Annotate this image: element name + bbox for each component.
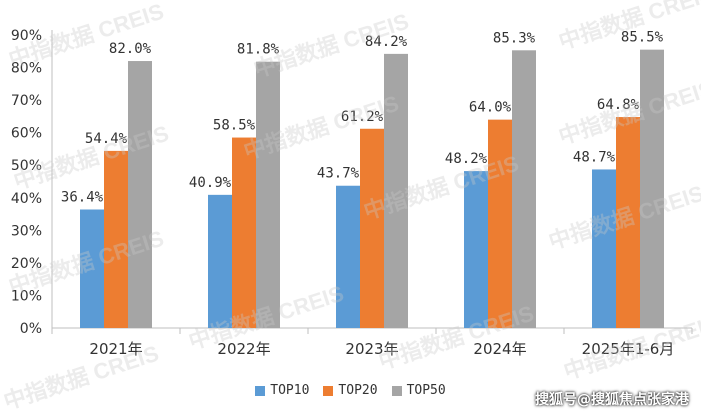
legend-label-top10: TOP10	[270, 383, 310, 398]
bar-top50-3	[512, 50, 536, 328]
data-label-top10-3: 48.2%	[445, 151, 488, 167]
data-label-top20-0: 54.4%	[85, 131, 128, 147]
x-tick-label: 2024年	[473, 340, 526, 358]
legend-label-top50: TOP50	[406, 383, 446, 398]
legend-swatch-top20	[323, 385, 334, 396]
y-tick-label: 70%	[11, 93, 42, 109]
bar-top20-3	[488, 119, 512, 329]
y-tick-label: 40%	[11, 191, 42, 207]
x-tick-label: 2023年	[345, 340, 398, 358]
source-credit: 搜狐号@搜狐焦点张家港	[535, 392, 689, 408]
legend-item-top20: TOP20	[323, 383, 378, 398]
bar-top10-2	[336, 185, 360, 328]
data-label-top50-3: 85.3%	[493, 30, 536, 46]
y-tick-label: 50%	[11, 158, 42, 174]
data-label-top20-2: 61.2%	[341, 109, 384, 125]
legend-swatch-top50	[391, 385, 402, 396]
data-label-top50-0: 82.0%	[109, 41, 152, 57]
y-tick-label: 10%	[11, 288, 42, 304]
y-tick-label: 30%	[11, 223, 42, 239]
legend-item-top50: TOP50	[391, 383, 446, 398]
bar-top20-2	[360, 128, 384, 328]
data-label-top50-4: 85.5%	[621, 30, 664, 46]
bar-top10-1	[208, 194, 232, 328]
y-tick-label: 80%	[11, 61, 42, 77]
y-tick-label: 0%	[20, 321, 42, 337]
legend-label-top20: TOP20	[338, 383, 378, 398]
data-label-top50-1: 81.8%	[237, 42, 280, 58]
bar-top50-2	[384, 53, 408, 328]
legend-swatch-top10	[255, 385, 266, 396]
y-tick-label: 20%	[11, 256, 42, 272]
bar-top50-1	[256, 61, 280, 328]
bar-top10-0	[80, 209, 104, 328]
legend-item-top10: TOP10	[255, 383, 309, 398]
bar-top10-3	[464, 171, 488, 328]
bar-top20-4	[616, 117, 640, 328]
bar-top50-0	[128, 61, 152, 329]
bar-top20-1	[232, 137, 256, 328]
y-tick-label: 90%	[11, 28, 42, 44]
y-tick-label: 60%	[11, 126, 42, 142]
data-label-top20-3: 64.0%	[469, 100, 512, 116]
x-tick-label: 2021年	[89, 340, 142, 358]
data-label-top10-0: 36.4%	[61, 189, 104, 205]
data-label-top50-2: 84.2%	[365, 34, 408, 50]
data-label-top20-4: 64.8%	[597, 97, 640, 113]
legend: TOP10 TOP20 TOP50	[0, 383, 701, 398]
bar-top10-4	[592, 169, 616, 328]
data-label-top10-4: 48.7%	[573, 149, 616, 165]
data-label-top10-2: 43.7%	[317, 166, 360, 182]
x-tick-label: 2025年1-6月	[582, 340, 675, 358]
bar-top20-0	[104, 150, 128, 328]
data-label-top20-1: 58.5%	[213, 118, 256, 134]
data-label-top10-1: 40.9%	[189, 175, 232, 191]
x-tick-label: 2022年	[217, 340, 270, 358]
bar-top50-4	[640, 49, 664, 329]
